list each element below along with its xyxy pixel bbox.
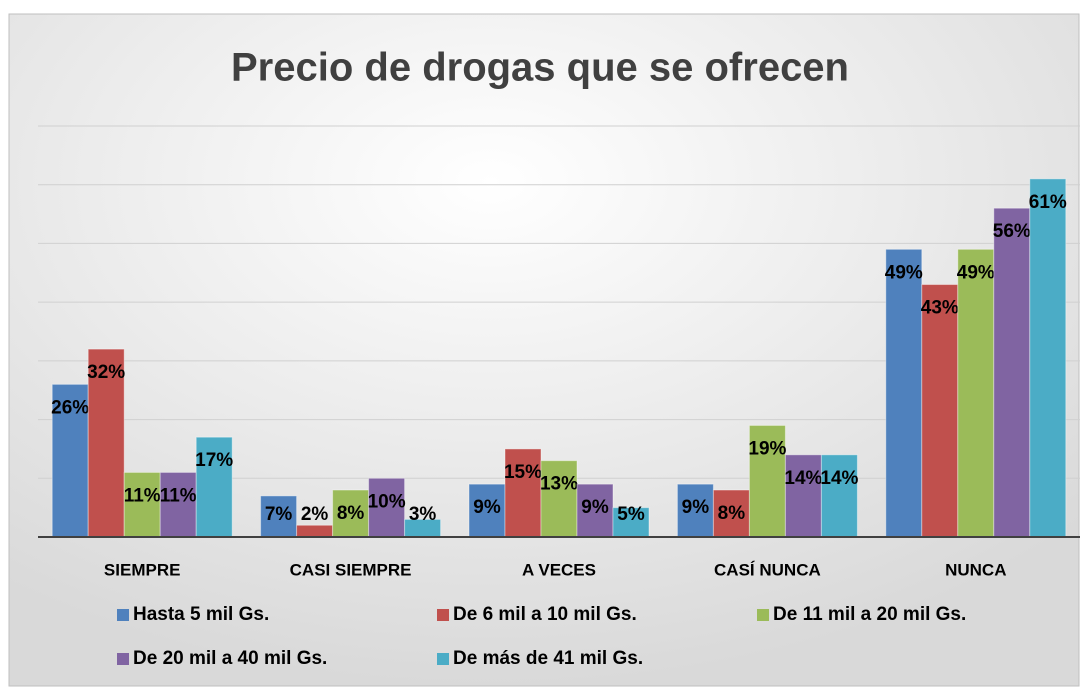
data-label: 11%	[160, 485, 197, 506]
x-tick-label: SIEMPRE	[104, 560, 181, 579]
data-label: 49%	[885, 262, 923, 283]
bar	[540, 460, 578, 538]
bar	[885, 248, 923, 538]
bar	[576, 483, 614, 538]
legend-swatch	[117, 609, 129, 621]
legend-label: Hasta 5 mil Gs.	[133, 604, 269, 625]
data-label: 61%	[1029, 192, 1067, 213]
data-label: 9%	[682, 497, 710, 518]
x-tick-label: CASÍ NUNCA	[714, 560, 821, 579]
legend-swatch	[117, 653, 129, 665]
bar	[260, 495, 298, 538]
legend-label: De más de 41 mil Gs.	[453, 648, 643, 669]
bar	[676, 483, 714, 538]
data-label: 5%	[617, 504, 645, 525]
data-label: 10%	[368, 491, 406, 512]
bar	[748, 424, 786, 538]
data-label: 26%	[51, 397, 89, 418]
data-label: 11%	[124, 485, 161, 506]
bar	[468, 483, 506, 538]
legend-label: De 11 mil a 20 mil Gs.	[773, 604, 966, 625]
bar	[504, 448, 542, 538]
data-label: 7%	[265, 504, 293, 525]
data-label: 14%	[784, 468, 822, 489]
data-label: 19%	[748, 438, 786, 459]
bar	[820, 454, 858, 538]
x-tick-label: NUNCA	[945, 560, 1006, 579]
data-label: 43%	[921, 298, 959, 319]
bar	[1029, 178, 1067, 538]
bar	[612, 507, 650, 538]
data-label: 2%	[301, 504, 329, 525]
data-label: 8%	[718, 503, 746, 524]
bar	[332, 489, 370, 538]
data-label: 8%	[337, 503, 365, 524]
data-label: 9%	[581, 497, 609, 518]
bar	[957, 248, 995, 538]
bar	[296, 524, 334, 538]
legend-label: De 20 mil a 40 mil Gs.	[133, 648, 327, 669]
data-label: 9%	[473, 497, 501, 518]
legend-swatch	[757, 609, 769, 621]
data-label: 15%	[504, 462, 542, 483]
data-label: 14%	[820, 468, 858, 489]
bar	[195, 436, 233, 538]
bar	[87, 348, 125, 538]
bar	[784, 454, 822, 538]
x-tick-label: CASI SIEMPRE	[290, 560, 412, 579]
data-label: 13%	[540, 474, 578, 495]
data-label: 56%	[993, 221, 1031, 242]
data-label: 49%	[957, 262, 995, 283]
data-label: 3%	[409, 504, 437, 525]
chart-title: Precio de drogas que se ofrecen	[231, 46, 849, 90]
legend-swatch	[437, 653, 449, 665]
bar	[712, 489, 750, 538]
x-tick-label: A VECES	[522, 560, 596, 579]
legend-label: De 6 mil a 10 mil Gs.	[453, 604, 637, 625]
bar	[921, 284, 959, 538]
legend-swatch	[437, 609, 449, 621]
data-label: 32%	[87, 362, 125, 383]
data-label: 17%	[195, 450, 233, 471]
bar	[993, 207, 1031, 538]
